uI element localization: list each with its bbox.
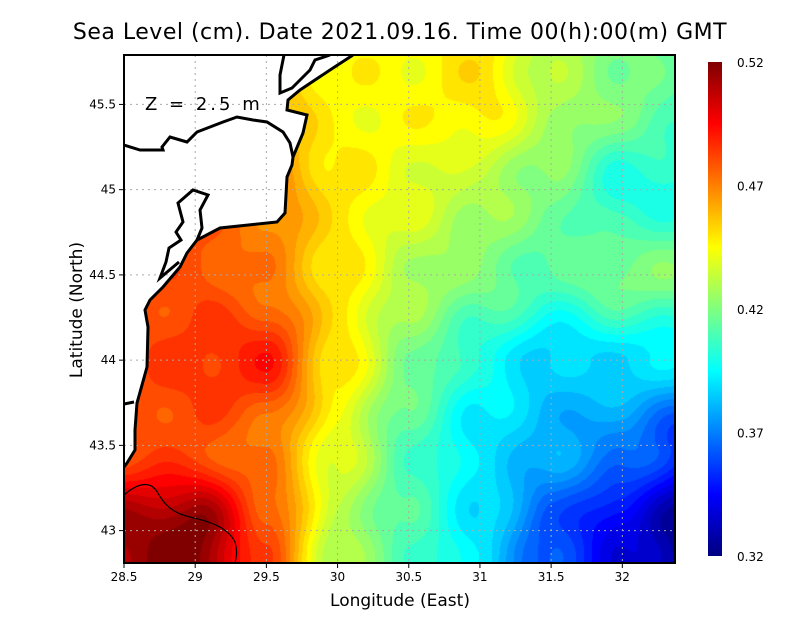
x-tick-label: 32 [615, 570, 630, 584]
chart-title: Sea Level (cm). Date 2021.09.16. Time 00… [72, 20, 728, 45]
colorbar-tick-label: 0.52 [737, 56, 764, 70]
land-mask [124, 55, 353, 467]
y-tick-label: 44 [101, 353, 116, 367]
x-tick-label: 29.5 [253, 570, 280, 584]
colorbar-tick-label: 0.47 [737, 180, 764, 194]
colorbar-tick-label: 0.37 [737, 427, 764, 441]
lagoon-coastline [124, 115, 295, 158]
x-axis: 28.5 29 29.5 30 30.5 31 31.5 32 [111, 563, 630, 584]
coastline [124, 55, 354, 468]
estuary-coastline [156, 188, 211, 283]
x-tick-label: 28.5 [111, 570, 138, 584]
x-tick-label: 29 [188, 570, 203, 584]
depth-annotation: Z = 2.5 m [145, 94, 263, 115]
y-tick-label: 45.5 [89, 97, 116, 111]
plot-frame [123, 54, 676, 564]
northern-coastline [278, 55, 331, 96]
colorbar-ticks: 0.52 0.47 0.42 0.37 0.32 [737, 56, 764, 564]
y-axis-label: Latitude (North) [67, 242, 87, 378]
y-axis: 43 43.5 44 44.5 45 45.5 [89, 97, 124, 538]
y-tick-label: 43.5 [89, 438, 116, 452]
x-tick-label: 31.5 [538, 570, 565, 584]
colorbar-tick-label: 0.42 [737, 303, 764, 317]
colorbar-tick-label: 0.32 [737, 550, 764, 564]
x-tick-label: 30.5 [395, 570, 422, 584]
x-tick-label: 30 [330, 570, 345, 584]
inland-coastline [124, 400, 135, 406]
grid-lines [124, 55, 675, 563]
y-tick-label: 43 [101, 524, 116, 538]
x-tick-label: 31 [472, 570, 487, 584]
y-tick-label: 44.5 [89, 268, 116, 282]
x-axis-label: Longitude (East) [330, 591, 470, 611]
y-tick-label: 45 [101, 183, 116, 197]
contour-line-0.5 [124, 483, 238, 563]
colorbar [708, 62, 722, 556]
